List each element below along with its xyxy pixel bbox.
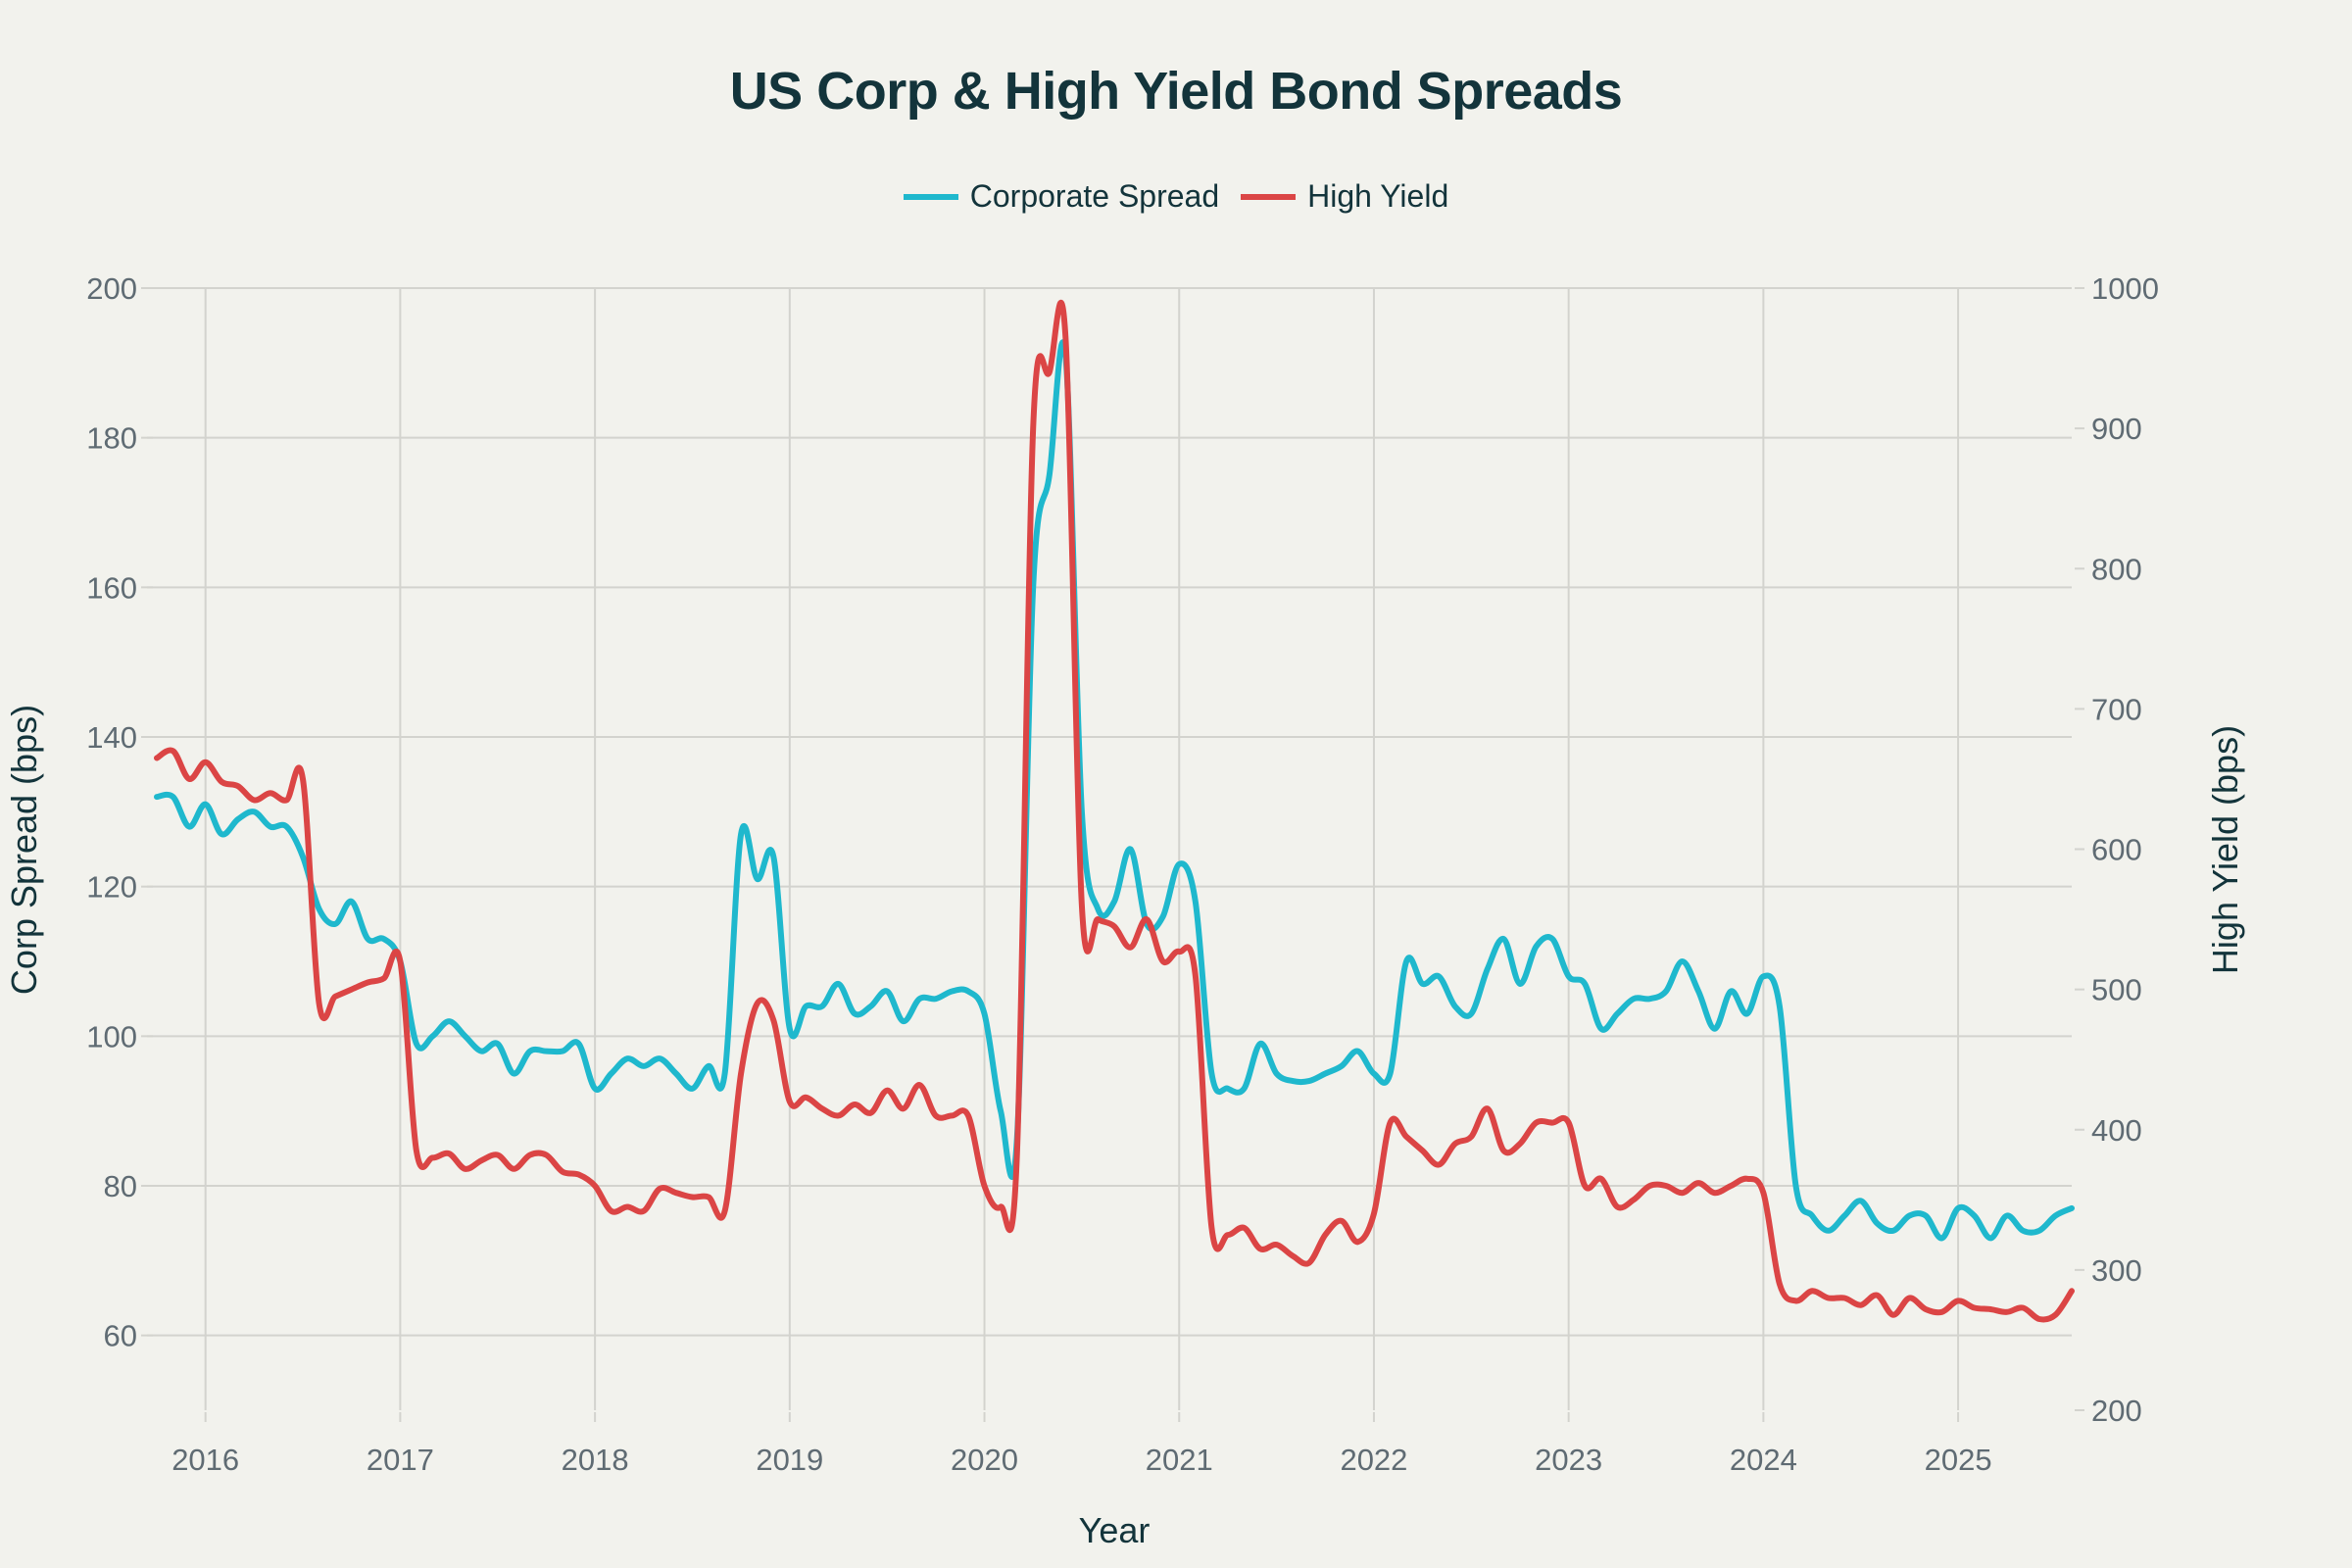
- y-tick-label: 60: [104, 1319, 137, 1353]
- x-tick-label: 2021: [1146, 1443, 1213, 1477]
- x-tick-label: 2018: [562, 1443, 629, 1477]
- x-tick-label: 2020: [951, 1443, 1018, 1477]
- plot-lines: [154, 299, 2075, 1323]
- series-line-high-yield: [154, 299, 2075, 1323]
- x-axis: 2016 2017 2018 2019 2020 2021 2022 2023 2024 2025: [172, 1412, 1992, 1477]
- legend-label-corporate-spread: Corporate Spread: [969, 178, 1220, 214]
- y2-tick-label: 400: [2091, 1113, 2142, 1148]
- y2-tick-label: 800: [2091, 552, 2142, 586]
- x-tick-label: 2025: [1925, 1443, 1992, 1477]
- y-tick-label: 200: [86, 271, 137, 306]
- chart-title: US Corp & High Yield Bond Spreads: [729, 62, 1623, 121]
- legend-swatch-corporate-spread: [903, 193, 958, 200]
- x-tick-label: 2017: [367, 1443, 434, 1477]
- legend-item-corporate-spread[interactable]: Corporate Spread: [903, 178, 1220, 215]
- x-tick-label: 2019: [756, 1443, 823, 1477]
- legend-swatch-high-yield: [1241, 193, 1297, 200]
- legend: Corporate Spread High Yield: [0, 178, 2352, 215]
- x-tick-label: 2016: [172, 1443, 239, 1477]
- y-axis-right: 200 300 400 500 600 700 800 900 1000: [2075, 271, 2159, 1428]
- y-axis-left: 60 80 100 120 140 160 180 200: [86, 271, 153, 1353]
- x-tick-label: 2024: [1730, 1443, 1797, 1477]
- y2-tick-label: 500: [2091, 973, 2142, 1007]
- x-tick-label: 2023: [1535, 1443, 1602, 1477]
- y-tick-label: 120: [86, 870, 137, 905]
- y2-tick-label: 600: [2091, 833, 2142, 867]
- y-axis-title: Corp Spread (bps): [4, 705, 44, 995]
- legend-item-high-yield[interactable]: High Yield: [1241, 178, 1448, 215]
- legend-label-high-yield: High Yield: [1307, 178, 1449, 214]
- series-line-corporate-spread: [154, 339, 2075, 1242]
- y-tick-label: 140: [86, 720, 137, 755]
- y2-tick-label: 900: [2091, 412, 2142, 446]
- y-tick-label: 80: [104, 1169, 137, 1203]
- y-tick-label: 100: [86, 1019, 137, 1054]
- x-axis-title: Year: [1079, 1510, 1151, 1550]
- grid: [147, 287, 2072, 1410]
- y-tick-label: 180: [86, 421, 137, 456]
- y2-axis-title: High Yield (bps): [2205, 725, 2245, 974]
- y2-tick-label: 700: [2091, 692, 2142, 726]
- x-tick-label: 2022: [1340, 1443, 1407, 1477]
- y-tick-label: 160: [86, 570, 137, 605]
- y2-tick-label: 1000: [2091, 271, 2159, 306]
- y2-tick-label: 300: [2091, 1253, 2142, 1288]
- y2-tick-label: 200: [2091, 1394, 2142, 1428]
